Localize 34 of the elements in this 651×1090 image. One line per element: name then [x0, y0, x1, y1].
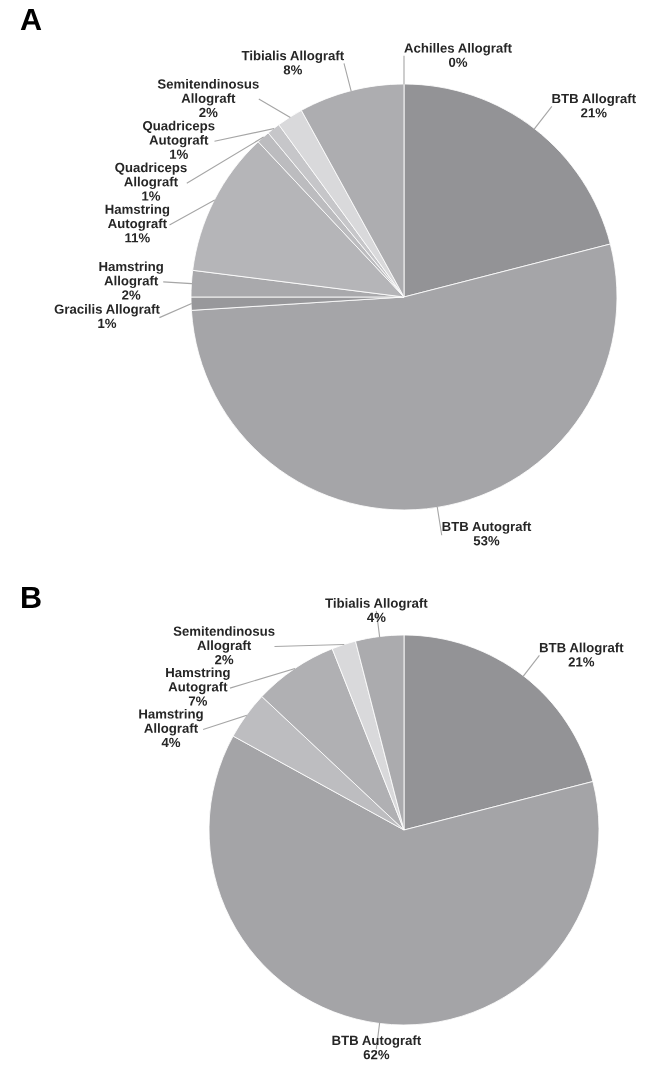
- data-label: 2%: [215, 654, 234, 665]
- slice-label: Tibialis Allograft: [325, 598, 428, 611]
- slice-label: BTB Autograft: [442, 521, 532, 534]
- chart-title: A: [20, 8, 42, 30]
- slice-label: Gracilis Allograft: [54, 304, 160, 317]
- data-label: 7%: [188, 696, 208, 706]
- data-label: 4%: [367, 612, 386, 623]
- data-label: 1%: [98, 318, 117, 329]
- data-label: 11%: [125, 233, 150, 243]
- data-label: 21%: [581, 108, 607, 118]
- data-label: 62%: [363, 1049, 390, 1060]
- data-label: 4%: [161, 737, 181, 748]
- slice-label: Hamstring Autograft: [166, 667, 230, 695]
- data-label: 21%: [568, 657, 595, 667]
- slice-label: Semitendinosus Allograft: [157, 78, 259, 106]
- data-label: 1%: [142, 191, 161, 201]
- chart-title: B: [22, 586, 41, 608]
- slice-label: BTB Allograft: [552, 93, 636, 106]
- text: 0%: [448, 57, 468, 67]
- data-label: 8%: [283, 65, 303, 75]
- slice-label: BTB Allograft: [539, 642, 624, 655]
- data-label: 2%: [199, 107, 218, 118]
- data-label: 1%: [170, 149, 188, 159]
- slice-label: Hamstring Allograft: [139, 708, 203, 736]
- slice-label: Tibialis Allograft: [241, 50, 344, 63]
- slice-label: Semitendinosus Allograft: [173, 626, 275, 653]
- slice-label: Hamstring Allograft: [99, 261, 163, 289]
- slice-label: BTB Autograft: [332, 1035, 422, 1048]
- slice-label: Quadriceps Allograft: [115, 162, 187, 190]
- data-label: 53%: [473, 536, 500, 546]
- data-label: 2%: [122, 290, 141, 300]
- slice-label: Hamstring Autograft: [105, 204, 170, 231]
- slice-label: Quadriceps Autograft: [142, 120, 215, 148]
- category-label: Achilles Allograft: [404, 43, 512, 56]
